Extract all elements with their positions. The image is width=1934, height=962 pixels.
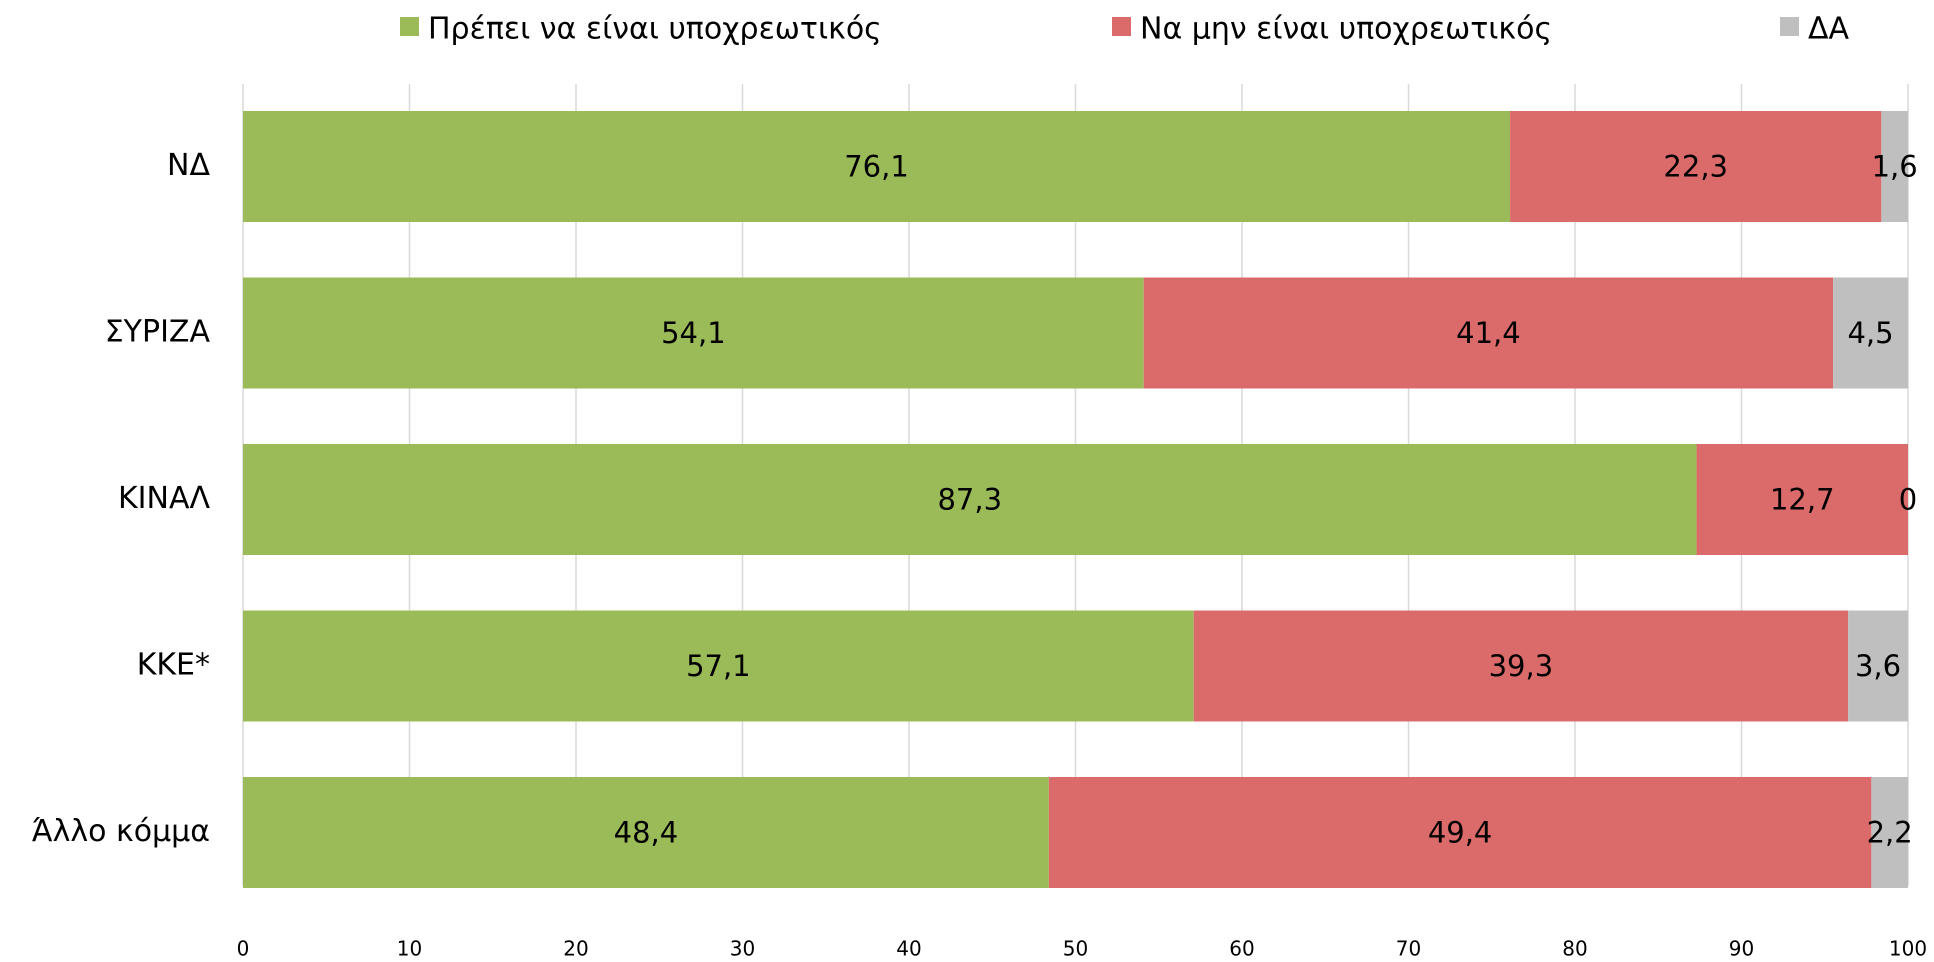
bar-segment	[243, 277, 1144, 389]
x-tick-label: 30	[730, 937, 755, 961]
value-label: 41,4	[1456, 316, 1521, 350]
x-tick-label: 10	[397, 937, 422, 961]
value-label: 0	[1899, 483, 1917, 517]
value-label: 57,1	[686, 649, 751, 683]
bar-segment	[243, 111, 1511, 222]
value-label: 54,1	[661, 316, 726, 350]
bar-segment	[243, 444, 1697, 555]
x-tick-label: 20	[563, 937, 588, 961]
bar-segment	[1871, 777, 1908, 888]
value-label: 87,3	[937, 483, 1002, 517]
legend-label: ΔΑ	[1808, 12, 1850, 47]
bar-segment	[1696, 444, 1908, 555]
value-label: 76,1	[844, 150, 909, 184]
y-tick-label: ΚΙΝΑΛ	[118, 481, 210, 516]
bar-segment	[1848, 610, 1908, 722]
value-label: 39,3	[1489, 649, 1554, 683]
legend-swatch	[1112, 17, 1131, 36]
bar-segment	[243, 777, 1049, 888]
legend-swatch	[1780, 17, 1799, 36]
x-tick-label: 100	[1889, 937, 1927, 961]
x-tick-label: 60	[1229, 937, 1254, 961]
legend-label: Να μην είναι υποχρεωτικός	[1140, 12, 1552, 47]
value-label: 49,4	[1428, 816, 1493, 850]
bar-segment	[1833, 277, 1908, 389]
y-tick-label: ΚΚΕ*	[137, 648, 210, 683]
x-tick-label: 50	[1063, 937, 1088, 961]
legend-swatch	[400, 17, 419, 36]
bar-segment	[1193, 610, 1849, 722]
bar-segment	[1048, 777, 1872, 888]
bar-segment	[1881, 111, 1908, 222]
value-label: 12,7	[1770, 483, 1835, 517]
x-tick-label: 0	[237, 937, 250, 961]
value-label: 1,6	[1872, 150, 1918, 184]
bar-segment	[243, 610, 1194, 722]
y-tick-label: ΣΥΡΙΖΑ	[105, 315, 211, 350]
bar-segment	[1510, 111, 1882, 222]
bar-segment	[1143, 277, 1834, 389]
x-tick-label: 40	[896, 937, 921, 961]
x-tick-label: 70	[1396, 937, 1421, 961]
x-tick-label: 80	[1562, 937, 1587, 961]
value-label: 3,6	[1855, 649, 1901, 683]
value-label: 4,5	[1847, 316, 1893, 350]
value-label: 22,3	[1663, 150, 1728, 184]
legend-label: Πρέπει να είναι υποχρεωτικός	[428, 12, 882, 47]
y-tick-label: ΝΔ	[167, 148, 210, 183]
y-tick-label: Άλλο κόμμα	[32, 814, 210, 849]
value-label: 48,4	[614, 816, 679, 850]
value-label: 2,2	[1867, 816, 1913, 850]
x-tick-label: 90	[1729, 937, 1754, 961]
